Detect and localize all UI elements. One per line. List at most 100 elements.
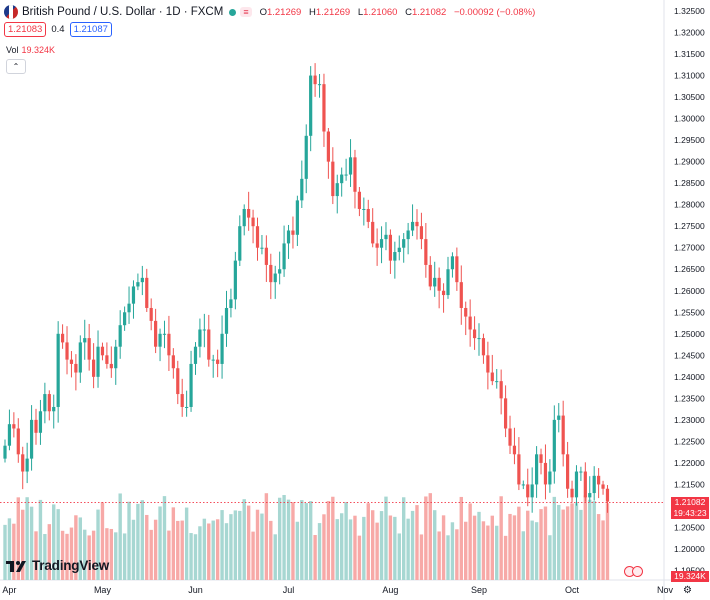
gbp-usd-flag-icon [4,5,18,19]
x-tick-label: May [94,585,112,595]
y-tick-label: 1.23000 [674,415,705,425]
tradingview-logo[interactable]: TradingView [6,558,109,573]
countdown-badge: 19:43:23 [671,508,709,519]
volume-bar [481,521,486,580]
symbol-title[interactable]: British Pound / U.S. Dollar · 1D · FXCM [22,6,224,18]
volume-bar [255,509,260,580]
candle-body [535,454,539,485]
candle-body [410,221,415,231]
candle-body [185,406,189,408]
candle-body [557,415,561,420]
currency-badge[interactable]: ≡ [240,7,252,17]
volume-bar [158,506,162,580]
ohlc-high-key: H [308,6,316,18]
y-tick-label: 1.25000 [674,329,705,339]
candle-body [415,221,419,227]
candle-body [397,247,401,253]
gear-icon[interactable]: ⚙ [683,585,692,596]
candle-body [406,230,410,240]
candle-body [109,363,113,369]
ohlc-low-key: L [357,6,364,18]
y-tick-label: 1.26000 [674,286,705,296]
candle-body [371,221,375,244]
y-tick-label: 1.26500 [674,264,705,274]
ohlc-values: O1.21269 H1.21269 L1.21060 C1.21082 −0.0… [260,7,541,18]
sell-button[interactable]: 1.21083 [4,22,47,37]
x-tick-label: Nov [657,585,674,595]
candle-body [29,419,34,459]
candle-body [393,252,397,261]
volume-bar [246,505,251,580]
volume-bar [512,515,517,580]
x-tick-label: Oct [565,585,580,595]
volume-bar [74,515,78,580]
y-tick-label: 1.23500 [674,393,705,403]
candle-body [295,200,299,235]
volume-bar [357,535,362,580]
candle-body [477,338,481,340]
volume-bar [464,521,468,580]
candle-body [242,208,246,227]
volume-bar [87,535,91,580]
candle-body [335,183,339,197]
candle-body [189,363,193,407]
volume-legend: Vol 19.324K [6,45,55,55]
candle-body [43,394,47,412]
volume-bar [286,499,291,580]
candle-body [388,234,393,261]
candle-body [344,174,348,176]
volume-bar [34,531,38,580]
candle-body [441,290,446,296]
candle-body [348,157,353,175]
y-tick-label: 1.27000 [674,243,705,253]
candle-body [543,462,548,485]
volume-badge: 19.324K [671,571,709,582]
volume-bar [348,519,353,580]
volume-bar [433,510,437,580]
candle-body [118,325,122,347]
candle-body [21,454,25,472]
tradingview-logo-icon [6,560,26,572]
candle-body [490,372,494,382]
volume-bar [131,519,136,580]
candle-body [379,239,384,248]
ohlc-low-value: 1.21060 [363,6,398,18]
x-tick-label: Jul [283,585,295,595]
candle-body [481,338,486,356]
candle-body [601,484,605,489]
volume-bar [96,509,100,580]
y-tick-label: 1.19500 [674,566,705,576]
volume-bar [224,523,229,580]
volume-bar [78,517,83,580]
market-open-dot-icon [229,8,237,16]
collapse-legend-button[interactable]: ⌃ [6,59,26,74]
volume-bar [12,523,16,580]
volume-bar [570,503,574,580]
candle-body [251,217,255,227]
volume-bar [574,503,579,580]
x-tick-label: Aug [382,585,398,595]
volume-bar [375,522,379,580]
ohlc-change: −0.00092 (−0.08%) [453,6,536,18]
volume-bar [561,509,565,580]
volume-bar [339,513,344,580]
candle-body [605,488,610,502]
volume-bar [410,510,415,580]
candle-body [176,368,180,395]
candle-body [12,424,16,429]
buy-button[interactable]: 1.21087 [69,22,112,37]
volume-bar [202,518,207,580]
volume-bar [180,520,184,580]
candle-body [16,428,20,455]
volume-bar [21,509,25,580]
volume-bar [60,530,65,580]
volume-bar [565,506,570,580]
volume-bar [331,496,335,580]
volume-bar [477,511,481,580]
candle-body [583,471,587,498]
economic-event-icon[interactable] [632,566,643,577]
candle-body [322,84,326,132]
y-tick-label: 1.31000 [674,71,705,81]
y-tick-label: 1.22000 [674,458,705,468]
